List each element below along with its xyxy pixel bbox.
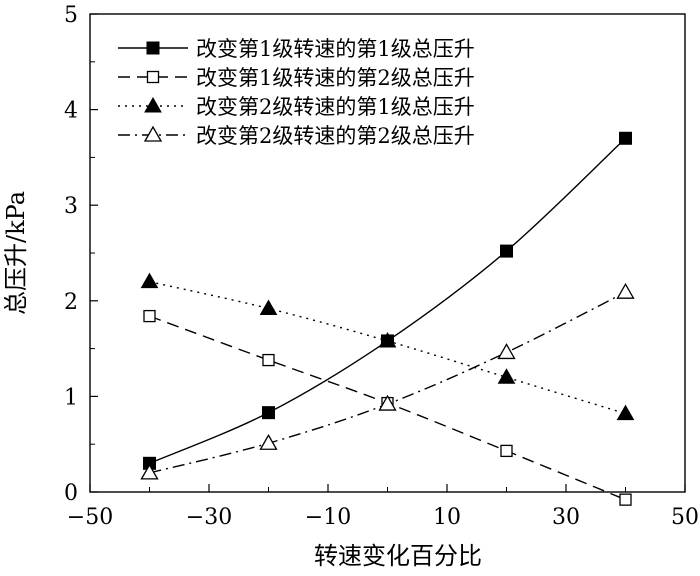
series-3-point xyxy=(259,299,278,315)
legend-marker-3 xyxy=(144,96,162,113)
series-2-point xyxy=(500,444,513,458)
series-4-point xyxy=(378,394,397,411)
series-2-point xyxy=(619,493,632,506)
x-tick-label: 30 xyxy=(552,505,580,530)
x-tick-label: 10 xyxy=(433,505,461,530)
axes: −50 −30 −10 10 30 50 0 1 2 3 4 5 xyxy=(64,3,699,530)
series-line-1 xyxy=(149,137,626,464)
legend-label-3: 改变第2级转速的第1级总压升 xyxy=(196,95,475,119)
y-tick-label: 3 xyxy=(64,194,78,219)
series-1-point xyxy=(619,131,632,145)
legend-label-4: 改变第2级转速的第2级总压升 xyxy=(196,124,475,148)
series-4-point xyxy=(259,433,278,450)
series-3-point xyxy=(497,368,516,384)
legend-marker-1 xyxy=(146,41,160,55)
series-3-point xyxy=(616,404,635,421)
y-tick-label: 1 xyxy=(64,385,78,410)
y-tick-label: 5 xyxy=(64,3,78,28)
series-1-point xyxy=(262,406,275,420)
series-line-4 xyxy=(149,291,626,474)
x-tick-label: −50 xyxy=(67,505,113,530)
series-2-point xyxy=(262,353,275,367)
legend: 改变第1级转速的第1级总压升改变第1级转速的第2级总压升改变第2级转速的第1级总… xyxy=(118,37,475,148)
series-line-3 xyxy=(149,280,626,415)
x-tick-label: −30 xyxy=(186,505,232,530)
y-tick-label: 0 xyxy=(64,481,78,506)
legend-marker-4 xyxy=(143,125,163,142)
legend-marker-2 xyxy=(146,70,160,84)
series-3-point xyxy=(140,272,159,289)
x-tick-label: 50 xyxy=(671,505,699,530)
x-tick-label: −10 xyxy=(305,505,351,530)
y-tick-label: 2 xyxy=(64,290,78,315)
x-axis-label: 转速变化百分比 xyxy=(314,542,482,570)
series-4-point xyxy=(497,343,516,360)
plot-area xyxy=(140,131,635,506)
y-axis-label: 总压升/kPa xyxy=(2,191,30,315)
series-4-point xyxy=(616,282,635,299)
series-1-point xyxy=(500,244,513,258)
legend-label-2: 改变第1级转速的第2级总压升 xyxy=(196,66,475,90)
series-2-point xyxy=(143,309,156,323)
legend-label-1: 改变第1级转速的第1级总压升 xyxy=(196,37,475,61)
series-3-point xyxy=(378,331,397,348)
series-4-point xyxy=(140,463,159,480)
y-tick-label: 4 xyxy=(64,99,78,124)
